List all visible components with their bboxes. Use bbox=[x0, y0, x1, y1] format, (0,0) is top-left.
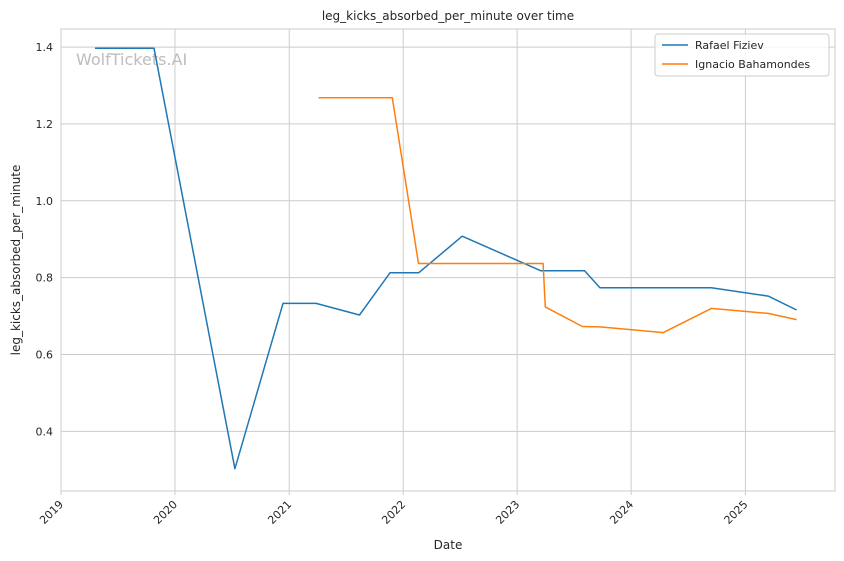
y-tick-label: 1.2 bbox=[36, 118, 54, 131]
plot-frame bbox=[60, 28, 836, 492]
grid bbox=[61, 29, 835, 491]
y-tick-label: 1.4 bbox=[36, 41, 54, 54]
legend-label-rafael-fiziev: Rafael Fiziev bbox=[695, 39, 764, 52]
legend-box bbox=[654, 33, 830, 77]
y-axis-ticks: 0.4 0.6 0.8 1.0 1.2 1.4 bbox=[36, 41, 54, 438]
series-line-rafael-fiziev bbox=[95, 47, 797, 470]
y-tick-label: 0.8 bbox=[36, 272, 54, 285]
y-axis-label: leg_kicks_absorbed_per_minute bbox=[9, 165, 23, 356]
watermark: WolfTickets.AI bbox=[76, 50, 187, 69]
y-tick-label: 0.4 bbox=[36, 425, 54, 438]
series-layer bbox=[95, 47, 797, 470]
x-axis-label: Date bbox=[434, 538, 463, 552]
series-line-ignacio-bahamondes bbox=[318, 97, 797, 334]
chart-title: leg_kicks_absorbed_per_minute over time bbox=[322, 9, 574, 23]
y-tick-label: 1.0 bbox=[36, 195, 54, 208]
legend: Rafael Fiziev Ignacio Bahamondes bbox=[654, 33, 830, 77]
legend-label-ignacio-bahamondes: Ignacio Bahamondes bbox=[695, 58, 810, 71]
y-tick-label: 0.6 bbox=[36, 349, 54, 362]
